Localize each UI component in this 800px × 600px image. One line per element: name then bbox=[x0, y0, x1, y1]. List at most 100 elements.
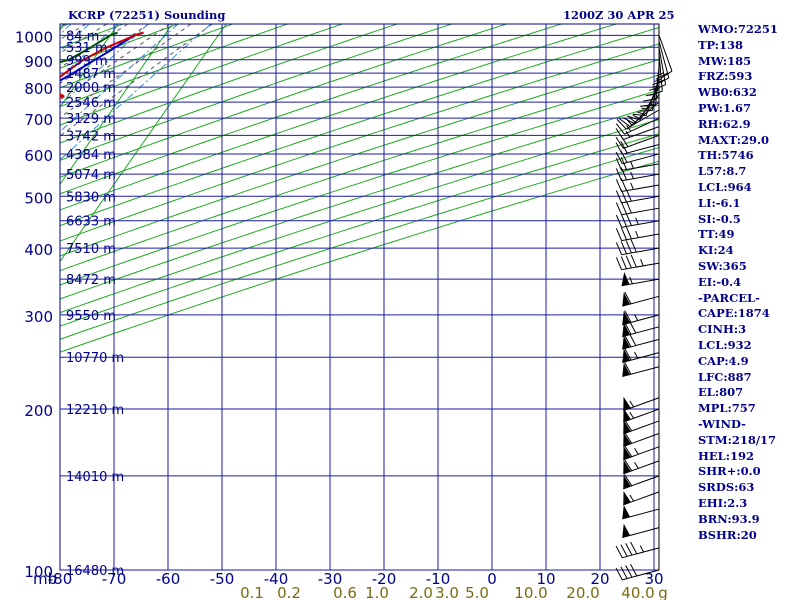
wind-barb-staff bbox=[621, 173, 660, 182]
wind-barb-pennant bbox=[622, 348, 631, 363]
wind-barb-staff bbox=[621, 163, 660, 171]
wind-barb-flag bbox=[625, 200, 632, 214]
height-label: 14010 m bbox=[66, 470, 124, 485]
wind-barb bbox=[622, 321, 660, 338]
sounding-index-row: WB0:632 bbox=[698, 85, 757, 100]
sounding-index-row: BSHR:20 bbox=[698, 527, 757, 542]
wind-barb-flag bbox=[660, 70, 673, 79]
dry-adiabat-line bbox=[60, 43, 659, 242]
wind-barb bbox=[623, 396, 660, 412]
wind-barb-pennant bbox=[621, 272, 630, 286]
wind-barb-flag bbox=[624, 322, 632, 335]
isotherm-line bbox=[0, 24, 10, 570]
wind-barb-half-flag bbox=[632, 114, 640, 119]
wind-barb-half-flag bbox=[629, 117, 636, 123]
mixing-ratio-label: g bbox=[658, 584, 668, 600]
sounding-index-row: FRZ:593 bbox=[698, 69, 753, 84]
dry-adiabat-line bbox=[60, 59, 659, 257]
wind-barb bbox=[615, 239, 660, 256]
wind-barb bbox=[615, 563, 660, 581]
sounding-index-row: L57:8.7 bbox=[698, 164, 747, 179]
sounding-index-row: RH:62.9 bbox=[698, 116, 751, 131]
dry-adiabat-line bbox=[60, 27, 659, 227]
wind-barb-staff bbox=[621, 207, 660, 216]
wind-barb-flag bbox=[630, 239, 637, 253]
wind-barb-flag bbox=[615, 157, 623, 171]
wind-barb-staff bbox=[622, 352, 660, 363]
dry-adiabat-line bbox=[60, 24, 617, 211]
wind-barb-flag bbox=[624, 334, 632, 348]
temperature-tick-label: -40 bbox=[264, 570, 289, 588]
wind-barb bbox=[623, 445, 660, 461]
mixing-ratio-label: 20.0 bbox=[566, 584, 599, 600]
moist-adiabat-line bbox=[60, 24, 171, 101]
wind-barb bbox=[615, 167, 660, 182]
dry-adiabat-line bbox=[0, 24, 14, 570]
temperature-tick-label: -80 bbox=[48, 570, 73, 588]
sounding-index-row: MAXT:29.0 bbox=[698, 132, 769, 147]
wind-barb-half-flag bbox=[635, 230, 639, 238]
wind-barb bbox=[621, 272, 660, 287]
pressure-label: 600 bbox=[24, 147, 53, 165]
wind-barb-half-flag bbox=[634, 447, 639, 455]
pressure-label: 400 bbox=[24, 241, 53, 259]
temperature-trace bbox=[60, 31, 144, 99]
sounding-index-row: BRN:93.9 bbox=[698, 511, 760, 526]
wind-barb-staff bbox=[621, 184, 660, 193]
mixing-ratio-line bbox=[60, 24, 118, 79]
wind-barb-flag bbox=[620, 178, 627, 191]
sounding-index-row: SI:-0.5 bbox=[698, 211, 741, 226]
pressure-label: 800 bbox=[24, 80, 53, 98]
wind-barb-flag bbox=[620, 157, 627, 170]
wind-barb-flag bbox=[616, 118, 627, 130]
wind-barb bbox=[658, 35, 673, 79]
wind-barb bbox=[622, 291, 660, 307]
wind-barb-staff bbox=[621, 220, 660, 228]
wind-barb bbox=[615, 188, 660, 204]
wind-barb bbox=[615, 178, 660, 193]
wind-barb-staff bbox=[623, 126, 660, 141]
wind-barb-staff bbox=[622, 338, 660, 350]
mixing-ratio-line bbox=[60, 24, 149, 107]
sounding-index-row: SHR+:0.0 bbox=[698, 464, 761, 479]
dry-adiabat-line bbox=[60, 89, 659, 286]
wind-barb bbox=[615, 541, 660, 559]
wind-barb-flag bbox=[620, 256, 627, 270]
wind-barb-flag bbox=[630, 541, 638, 555]
wind-barb-staff bbox=[658, 47, 667, 85]
wind-barb-flag bbox=[624, 474, 633, 487]
wind-barb bbox=[615, 200, 660, 216]
sounding-index-row: -WIND- bbox=[698, 416, 746, 431]
height-label: 10770 m bbox=[66, 351, 124, 366]
height-label: 3129 m bbox=[66, 112, 116, 127]
wind-barb bbox=[622, 333, 660, 350]
wind-barb bbox=[615, 254, 660, 271]
height-label: 3742 m bbox=[66, 129, 116, 144]
temperature-tick-label: -60 bbox=[156, 570, 181, 588]
sounding-title: KCRP (72251) Sounding bbox=[68, 8, 226, 22]
wind-barb-flag bbox=[624, 362, 632, 375]
temperature-tick-label: -70 bbox=[102, 570, 127, 588]
height-label: 16480 m bbox=[66, 564, 124, 579]
wind-barb-pennant bbox=[623, 420, 631, 434]
wind-barb-staff bbox=[621, 233, 660, 242]
sounding-index-row: SRDS:63 bbox=[698, 480, 755, 495]
temperature-tick-label: -30 bbox=[318, 570, 343, 588]
pressure-unit-label: mb bbox=[33, 570, 57, 588]
dry-adiabat-line bbox=[60, 119, 659, 314]
height-label: 7510 m bbox=[66, 242, 116, 257]
sounding-index-row: SW:365 bbox=[698, 258, 747, 273]
dry-adiabat-line bbox=[60, 24, 343, 126]
wind-barb bbox=[615, 226, 660, 242]
wind-barb-pennant bbox=[623, 432, 631, 447]
wind-barb-staff bbox=[621, 262, 660, 271]
dry-adiabat-line bbox=[60, 147, 659, 340]
wind-barb-flag bbox=[615, 257, 623, 270]
wind-barb-half-flag bbox=[629, 411, 635, 419]
wind-barb-pennant bbox=[622, 310, 631, 325]
mixing-ratio-line bbox=[60, 24, 90, 53]
isotherm-line bbox=[60, 24, 65, 31]
mixing-ratio-label: 0.2 bbox=[277, 584, 301, 600]
pressure-label: 100 bbox=[24, 563, 53, 581]
moist-adiabat-line bbox=[0, 24, 3, 409]
